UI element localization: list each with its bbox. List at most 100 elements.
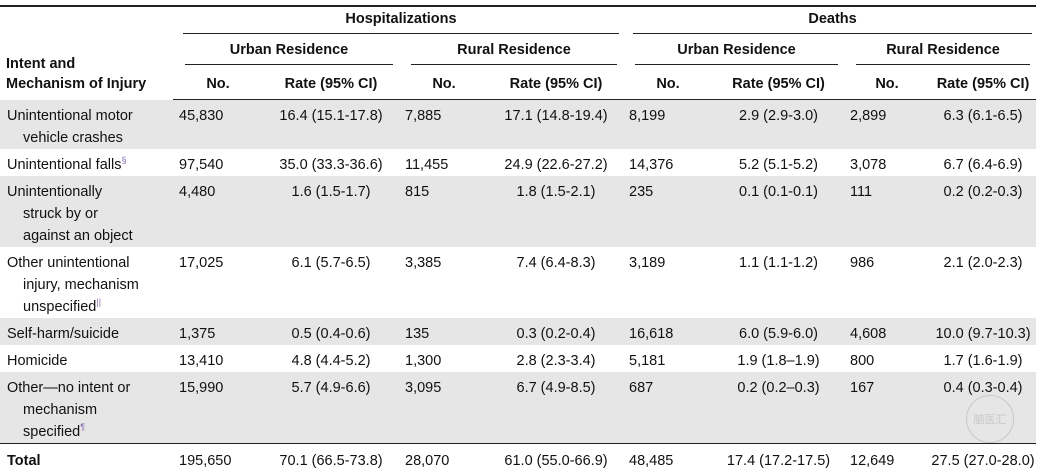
col-no: No. [399, 69, 483, 100]
count-cell: 16,618 [623, 317, 707, 345]
count-cell: 111 [844, 175, 924, 247]
col-rate: Rate (95% CI) [707, 69, 844, 100]
rate-cell: 2.1 (2.0-2.3) [943, 254, 1023, 271]
rate-cell: 10.0 (9.7-10.3) [924, 317, 1037, 345]
rate-cell: 5.7 (4.9-6.6) [257, 371, 399, 443]
rate-cell: 0.5 (0.4-0.6) [257, 317, 399, 345]
rate-cell: 6.1 (5.7-6.5) [291, 254, 371, 271]
count-cell: 13,410 [179, 352, 224, 369]
table-body: Unintentional motor vehicle crashes 45,830… [0, 99, 1037, 472]
count-cell: 4,608 [844, 317, 924, 345]
intent-cell: Other unintentional injury, mechanism unsp… [0, 247, 173, 318]
rate-cell: 6.7 (6.4-6.9) [943, 156, 1023, 173]
col-rate: Rate (95% CI) [483, 69, 623, 100]
injury-table: Intent and Mechanism of Injury Hospitali… [0, 5, 1037, 472]
count-cell: 1,375 [173, 317, 257, 345]
rate-cell: 1.7 (1.6-1.9) [943, 352, 1023, 369]
intent-cell: Other—no intent or mechanism specified¶ [0, 371, 173, 443]
rate-cell: 6.7 (4.9-8.5) [483, 371, 623, 443]
hosp-urban-header: Urban Residence [173, 37, 399, 69]
hosp-rural-header: Rural Residence [399, 37, 623, 69]
watermark-logo: 脑医汇 [966, 395, 1014, 443]
count-cell: 815 [399, 175, 483, 247]
total-label: Total [0, 442, 173, 472]
intent-line: Unintentional falls§ [7, 154, 127, 173]
intent-cell: Unintentional falls§ [0, 149, 173, 176]
rate-cell: 2.9 (2.9-3.0) [707, 99, 844, 149]
total-row: Total 195,650 70.1 (66.5-73.8) 28,070 61.0 (… [0, 442, 1037, 472]
total-count-cell: 48,485 [623, 442, 707, 472]
count-cell: 11,455 [405, 156, 449, 173]
rate-cell: 0.1 (0.1-0.1) [707, 175, 844, 247]
count-cell: 1,300 [405, 352, 442, 369]
count-cell: 167 [844, 371, 924, 443]
count-cell: 135 [399, 317, 483, 345]
total-count-cell: 195,650 [173, 442, 257, 472]
rate-cell: 0.2 (0.2–0.3) [707, 371, 844, 443]
intent-line: struck by or [23, 205, 98, 222]
rate-cell: 0.2 (0.2-0.3) [924, 175, 1037, 247]
intent-cell: Self-harm/suicide [0, 317, 173, 345]
intent-cell: Homicide [0, 345, 173, 372]
intent-line: Self-harm/suicide [7, 325, 120, 342]
rate-cell: 1.6 (1.5-1.7) [257, 175, 399, 247]
total-rate-cell: 61.0 (55.0-66.9) [483, 442, 623, 472]
intent-line: vehicle crashes [23, 129, 123, 146]
group-deaths: Deaths [623, 5, 1037, 37]
rate-cell: 6.0 (5.9-6.0) [707, 317, 844, 345]
count-cell: 235 [623, 175, 707, 247]
rate-cell: 16.4 (15.1-17.8) [257, 99, 399, 149]
count-cell: 800 [850, 352, 875, 369]
intent-line: mechanism [23, 401, 98, 418]
intent-cell: Unintentionally struck by or against an ob… [0, 175, 173, 247]
intent-line: specified¶ [23, 421, 86, 440]
rate-cell: 0.3 (0.2-0.4) [483, 317, 623, 345]
intent-line: Unintentional motor [7, 107, 133, 124]
count-cell: 687 [623, 371, 707, 443]
count-cell: 4,480 [173, 175, 257, 247]
corner-line-2: Mechanism of Injury [6, 75, 147, 92]
count-cell: 17,025 [179, 254, 224, 271]
corner-header: Intent and Mechanism of Injury [0, 5, 173, 100]
col-rate: Rate (95% CI) [924, 69, 1037, 100]
count-cell: 2,899 [844, 99, 924, 149]
table-row: Self-harm/suicide 1,375 0.5 (0.4-0.6) 135 0.… [0, 317, 1037, 345]
footnote-marker: || [96, 296, 102, 307]
rate-cell: 17.1 (14.8-19.4) [483, 99, 623, 149]
table-row: Unintentionally struck by or against an ob… [0, 175, 1037, 247]
count-cell: 7,885 [399, 99, 483, 149]
rate-cell: 1.1 (1.1-1.2) [739, 254, 818, 271]
table-row: Unintentional motor vehicle crashes 45,830… [0, 99, 1037, 149]
intent-line: against an object [23, 227, 133, 244]
count-cell: 3,189 [629, 254, 666, 271]
footnote-marker: § [121, 154, 127, 165]
rate-cell: 2.8 (2.3-3.4) [516, 352, 596, 369]
total-count-cell: 28,070 [399, 442, 483, 472]
rate-cell: 24.9 (22.6-27.2) [504, 156, 608, 173]
count-cell: 14,376 [629, 156, 674, 173]
table-row: Other—no intent or mechanism specified¶ 15,… [0, 371, 1037, 443]
count-cell: 15,990 [173, 371, 257, 443]
footnote-marker: ¶ [80, 421, 86, 432]
table-row: Other unintentional injury, mechanism unsp… [0, 247, 1036, 318]
col-no: No. [173, 69, 257, 100]
rate-cell: 6.3 (6.1-6.5) [924, 99, 1037, 149]
corner-line-1: Intent and [6, 55, 76, 72]
count-cell: 986 [850, 254, 875, 271]
intent-line: Other unintentional [7, 254, 130, 271]
intent-line: unspecified|| [23, 296, 102, 315]
total-rate-cell: 17.4 (17.2-17.5) [707, 442, 844, 472]
deaths-rural-header: Rural Residence [844, 37, 1036, 69]
count-cell: 5,181 [629, 352, 666, 369]
col-no: No. [623, 69, 707, 100]
total-rate-cell: 70.1 (66.5-73.8) [257, 442, 399, 472]
deaths-urban-header: Urban Residence [623, 37, 844, 69]
intent-cell: Unintentional motor vehicle crashes [0, 99, 173, 149]
col-rate: Rate (95% CI) [257, 69, 399, 100]
rate-cell: 35.0 (33.3-36.6) [279, 156, 383, 173]
table-row: Homicide 13,410 4.8 (4.4-5.2) 1,300 2.8 (2.3… [0, 345, 1036, 372]
count-cell: 3,095 [399, 371, 483, 443]
total-rate-cell: 27.5 (27.0-28.0) [924, 442, 1037, 472]
group-hospitalizations: Hospitalizations [173, 5, 623, 37]
